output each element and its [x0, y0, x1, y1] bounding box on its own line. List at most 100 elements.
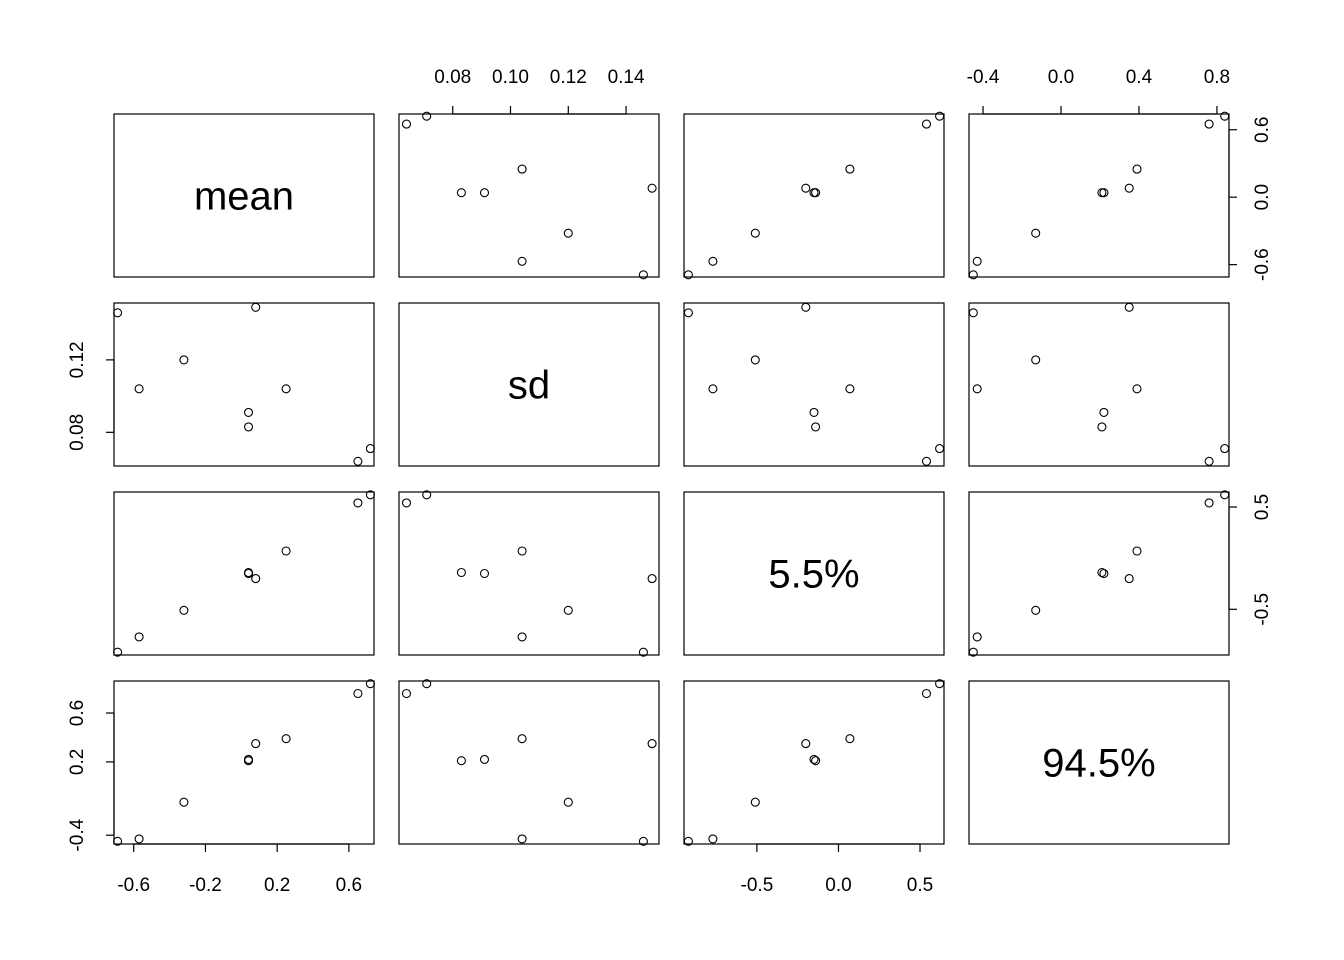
tick-label: -0.6	[117, 875, 150, 896]
tick-label: 0.2	[67, 749, 88, 775]
tick-label: 0.6	[336, 875, 362, 896]
data-point	[1124, 183, 1134, 193]
panel-mean-vs-sd	[398, 111, 660, 280]
data-point	[479, 568, 490, 579]
panel-frame	[683, 302, 945, 467]
data-point	[281, 734, 291, 744]
tick-label: 0.12	[67, 341, 88, 378]
data-point	[708, 384, 718, 394]
tick-label: 0.5	[907, 875, 933, 896]
variable-label: 94.5%	[1042, 742, 1155, 786]
data-point	[179, 797, 189, 807]
data-point	[479, 188, 490, 198]
data-point	[353, 498, 363, 508]
panel-frame	[113, 491, 375, 656]
panel-sd-vs-94-5pct	[968, 302, 1230, 467]
data-point	[638, 647, 648, 657]
variable-label: 5.5%	[768, 553, 859, 597]
data-point	[179, 355, 189, 365]
data-point	[179, 605, 189, 615]
data-point	[809, 188, 819, 198]
data-point	[113, 836, 123, 846]
data-point	[1099, 188, 1109, 198]
panel-frame	[968, 491, 1230, 656]
panel-94-5pct-vs-mean	[113, 679, 375, 846]
tick-label: 0.8	[1204, 67, 1230, 88]
data-point	[243, 407, 254, 417]
panel-frame	[683, 113, 945, 278]
data-point	[517, 632, 527, 642]
data-point	[801, 183, 811, 193]
data-point	[750, 228, 760, 238]
tick-label: -0.2	[189, 875, 222, 896]
data-point	[708, 256, 718, 266]
data-point	[921, 688, 932, 699]
left-axis-sd: 0.08 0.12	[67, 341, 115, 451]
data-point	[1220, 490, 1230, 500]
panel-frame	[398, 680, 660, 845]
data-point	[845, 164, 855, 174]
data-point	[422, 490, 432, 500]
data-point	[281, 384, 291, 394]
panel-sd-vs-mean	[113, 302, 375, 467]
data-point	[517, 164, 527, 174]
data-point	[517, 834, 527, 844]
right-axis-5-5pct: -0.5 0.5	[1228, 494, 1273, 626]
data-point	[811, 756, 821, 766]
tick-label: 0.4	[1126, 67, 1153, 88]
data-point	[456, 567, 466, 578]
data-point	[422, 679, 432, 689]
data-point	[251, 302, 261, 312]
data-point	[563, 228, 573, 238]
data-point	[811, 422, 821, 432]
tick-label: 0.10	[492, 67, 529, 88]
data-point	[1097, 422, 1107, 432]
tick-label: -0.4	[967, 67, 1000, 88]
data-point	[1132, 546, 1142, 556]
data-point	[750, 355, 760, 365]
panel-frame	[683, 491, 945, 656]
panel-frame	[398, 491, 660, 656]
panel-frame	[113, 302, 375, 467]
data-point	[251, 574, 261, 584]
data-point	[1220, 444, 1230, 454]
tick-label: 0.0	[825, 875, 851, 896]
data-point	[845, 384, 855, 394]
tick-label: 0.14	[608, 67, 645, 88]
tick-label: 0.08	[434, 67, 471, 88]
data-point	[845, 734, 855, 744]
data-point	[1097, 567, 1107, 578]
tick-label: 0.0	[1048, 67, 1074, 88]
data-point	[1220, 111, 1230, 121]
tick-label: 0.5	[1252, 494, 1273, 520]
tick-label: -0.4	[67, 818, 88, 851]
data-point	[809, 754, 819, 764]
panel-frame	[398, 113, 660, 278]
tick-label: -0.6	[1252, 248, 1273, 281]
tick-label: 0.12	[550, 67, 587, 88]
data-point	[134, 384, 144, 394]
bottom-axis-5-5pct: -0.5 0.0 0.5	[741, 843, 933, 896]
data-point	[1124, 302, 1134, 312]
data-point	[1099, 568, 1109, 579]
data-point	[563, 797, 573, 807]
panel-94-5pct-vs-sd	[398, 679, 660, 846]
bottom-axis-mean: -0.6 -0.2 0.2 0.6	[117, 843, 362, 896]
data-point	[1031, 605, 1041, 615]
data-point	[281, 546, 291, 556]
axes-layer: 0.08 0.10 0.12 0.14 -0.4 0.0 0.4 0.8 -0.6 -0.2 0.2…	[67, 67, 1273, 896]
data-point	[809, 407, 819, 417]
data-point	[972, 632, 982, 642]
panel-sd-vs-sd: sd	[398, 302, 660, 467]
data-point	[1204, 498, 1214, 508]
data-point	[517, 546, 527, 556]
data-point	[968, 270, 978, 280]
panel-sd-vs-5-5pct	[683, 302, 945, 467]
panel-frame	[398, 302, 660, 467]
panel-mean-vs-mean: mean	[113, 113, 375, 278]
data-point	[638, 270, 648, 280]
data-point	[422, 111, 432, 121]
data-point	[563, 605, 573, 615]
data-point	[243, 422, 254, 432]
data-point	[517, 734, 527, 744]
